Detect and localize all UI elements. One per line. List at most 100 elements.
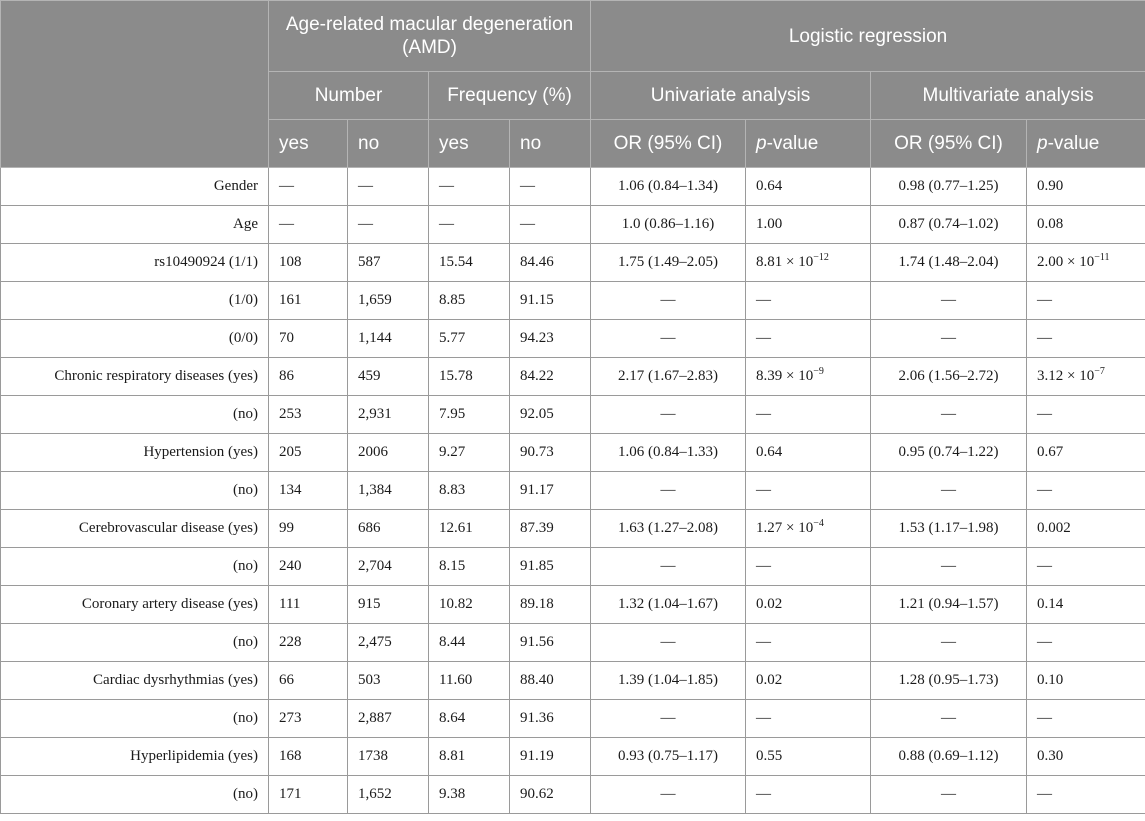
multivariate-p-cell: 3.12 × 10−7	[1026, 357, 1145, 396]
multivariate-p-cell-text: —	[1037, 482, 1053, 498]
row-label-cell-text: Age	[233, 216, 258, 232]
number-no-cell-text: 1,384	[358, 482, 392, 498]
multivariate-or-cell: —	[870, 281, 1028, 320]
univariate-or-cell-text: —	[660, 292, 676, 308]
univariate-p-cell-text: —	[756, 330, 772, 346]
header-univariate-or: OR (95% CI)	[590, 119, 747, 168]
number-no-cell: 2,475	[347, 623, 429, 662]
number-yes-cell-text: 86	[279, 368, 294, 384]
row-label-cell: Hypertension (yes)	[0, 433, 269, 472]
row-label-cell-text: Gender	[213, 178, 258, 194]
number-yes-cell-text: 108	[279, 254, 302, 270]
frequency-no-cell-text: 92.05	[520, 406, 554, 422]
univariate-or-cell: —	[590, 775, 747, 814]
frequency-no-cell-text: 91.15	[520, 292, 554, 308]
multivariate-p-cell: —	[1026, 547, 1145, 586]
row-label-cell-text: (no)	[233, 482, 258, 498]
number-yes-cell: 171	[268, 775, 348, 814]
univariate-p-cell: 0.64	[745, 433, 872, 472]
row-label-cell-text: (1/0)	[228, 292, 258, 308]
frequency-yes-cell: 5.77	[428, 319, 510, 358]
univariate-or-cell-text: —	[660, 406, 676, 422]
frequency-yes-cell-text: 8.81	[439, 748, 466, 764]
univariate-p-cell: —	[745, 699, 872, 738]
multivariate-or-cell: 1.53 (1.17–1.98)	[870, 509, 1028, 548]
univariate-p-cell: —	[745, 775, 872, 814]
multivariate-or-cell-text: —	[941, 482, 957, 498]
number-no-cell: 2,887	[347, 699, 429, 738]
number-no-cell-text: —	[358, 216, 373, 232]
multivariate-p-cell-text: 2.00 × 10	[1037, 254, 1095, 270]
header-frequency: Frequency (%)	[427, 71, 592, 120]
univariate-or-cell-text: 1.0 (0.86–1.16)	[621, 216, 715, 232]
table-body: Gender — — — — 1.06 (0.84–1.34) 0.64 0.98 (0.77…	[0, 167, 1145, 814]
row-label-cell-text: (no)	[233, 786, 258, 802]
univariate-or-cell: —	[590, 547, 747, 586]
header-blank-cell	[0, 0, 269, 168]
number-no-cell: 1738	[347, 737, 429, 776]
frequency-no-cell: 84.46	[508, 243, 592, 282]
univariate-p-cell-text: 1.00	[756, 216, 783, 232]
table-row: Cerebrovascular disease (yes) 99 686 12.61 8…	[0, 509, 1145, 548]
frequency-yes-cell: 8.81	[428, 737, 510, 776]
frequency-no-cell: 91.15	[508, 281, 592, 320]
multivariate-or-cell-text: 0.95 (0.74–1.22)	[898, 444, 999, 460]
number-yes-cell: 99	[268, 509, 348, 548]
number-no-cell: 459	[347, 357, 429, 396]
frequency-no-cell: 91.19	[508, 737, 592, 776]
frequency-no-cell: 91.85	[508, 547, 592, 586]
number-yes-cell: 240	[268, 547, 348, 586]
univariate-p-cell: —	[745, 395, 872, 434]
multivariate-p-cell: 0.90	[1026, 167, 1145, 206]
frequency-yes-cell-text: 8.15	[439, 558, 466, 574]
row-label-cell: (no)	[0, 623, 269, 662]
table-row: Cardiac dysrhythmias (yes) 66 503 11.60 88.4…	[0, 661, 1145, 700]
univariate-p-cell-text: —	[756, 406, 772, 422]
row-label-cell-text: (no)	[233, 710, 258, 726]
frequency-no-cell: —	[508, 167, 592, 206]
frequency-yes-cell: 8.15	[428, 547, 510, 586]
frequency-no-cell-text: 84.22	[520, 368, 554, 384]
number-no-cell-text: 587	[358, 254, 381, 270]
number-no-cell: 1,144	[347, 319, 429, 358]
table-row: Hypertension (yes) 205 2006 9.27 90.73 1.06 (…	[0, 433, 1145, 472]
univariate-p-cell-text: 0.64	[756, 178, 783, 194]
number-no-cell-text: 2,887	[358, 710, 392, 726]
row-label-cell: Age	[0, 205, 269, 244]
univariate-or-cell: 1.32 (1.04–1.67)	[590, 585, 747, 624]
univariate-p-cell-text: —	[756, 482, 772, 498]
number-no-cell-text: 1,659	[358, 292, 392, 308]
p-italic: p	[1037, 133, 1048, 154]
multivariate-p-cell-exponent: −11	[1094, 252, 1110, 263]
table-row: Chronic respiratory diseases (yes) 86 459 1…	[0, 357, 1145, 396]
frequency-no-cell-text: 91.19	[520, 748, 554, 764]
p-italic: p	[756, 133, 767, 154]
multivariate-p-cell: 0.14	[1026, 585, 1145, 624]
frequency-no-cell: —	[508, 205, 592, 244]
univariate-or-cell: 0.93 (0.75–1.17)	[590, 737, 747, 776]
number-yes-cell-text: 273	[279, 710, 302, 726]
frequency-no-cell-text: 90.73	[520, 444, 554, 460]
number-yes-cell: 111	[268, 585, 348, 624]
frequency-yes-cell-text: 15.78	[439, 368, 473, 384]
frequency-no-cell: 90.73	[508, 433, 592, 472]
number-yes-cell-text: 228	[279, 634, 302, 650]
frequency-no-cell-text: 84.46	[520, 254, 554, 270]
row-label-cell-text: Cerebrovascular disease (yes)	[78, 520, 258, 536]
frequency-no-cell-text: 88.40	[520, 672, 554, 688]
univariate-or-cell-text: 1.32 (1.04–1.67)	[618, 596, 719, 612]
multivariate-p-cell: 0.002	[1026, 509, 1145, 548]
multivariate-p-cell-text: 0.67	[1037, 444, 1064, 460]
number-no-cell: 503	[347, 661, 429, 700]
multivariate-p-cell: 0.08	[1026, 205, 1145, 244]
multivariate-p-cell: —	[1026, 699, 1145, 738]
multivariate-or-cell: 1.21 (0.94–1.57)	[870, 585, 1028, 624]
multivariate-or-cell-text: 0.88 (0.69–1.12)	[898, 748, 999, 764]
table-row: (no) 228 2,475 8.44 91.56 — — — —	[0, 623, 1145, 662]
univariate-or-cell-text: —	[660, 558, 676, 574]
frequency-no-cell: 88.40	[508, 661, 592, 700]
number-no-cell-text: 2,475	[358, 634, 392, 650]
multivariate-p-cell-text: —	[1037, 710, 1053, 726]
frequency-yes-cell-text: 8.64	[439, 710, 466, 726]
multivariate-or-cell-text: —	[941, 710, 957, 726]
